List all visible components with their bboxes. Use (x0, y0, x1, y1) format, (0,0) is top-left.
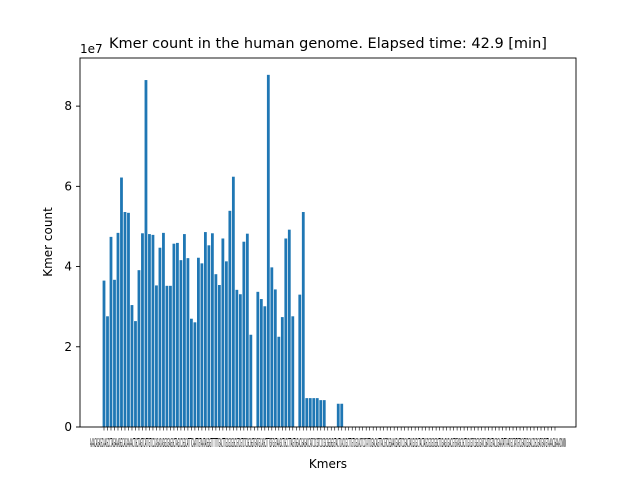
bar (259, 299, 263, 427)
bar (291, 316, 295, 427)
bar (169, 285, 172, 427)
bar (280, 317, 284, 427)
bar (249, 334, 253, 427)
bar (141, 233, 144, 427)
y-tick-label: 8 (64, 99, 72, 113)
bar (158, 247, 162, 427)
bar (127, 212, 130, 427)
bar (224, 261, 228, 427)
bar (228, 210, 232, 427)
bar (193, 322, 197, 427)
bar (179, 260, 183, 427)
bar (263, 306, 267, 427)
y-tick-label: 2 (64, 340, 72, 354)
bar (270, 267, 274, 427)
bar (190, 318, 193, 427)
bar (102, 280, 106, 427)
bar (235, 289, 239, 427)
bar (162, 232, 165, 427)
bar (308, 398, 312, 427)
bar (221, 238, 225, 427)
bar (197, 257, 200, 427)
y-tick-label: 4 (64, 260, 72, 274)
y-axis-label: Kmer count (41, 207, 55, 277)
bar (155, 285, 158, 427)
x-axis-label: Kmers (309, 457, 347, 471)
bar (277, 336, 281, 427)
bar (266, 74, 270, 427)
bar (134, 321, 137, 427)
bar (148, 234, 151, 427)
bar (238, 294, 242, 427)
bar (315, 398, 319, 427)
bar (256, 291, 260, 427)
bar (113, 279, 116, 427)
bar (137, 270, 141, 427)
y-axis: 0 2 4 6 8 (64, 99, 80, 434)
bar (130, 305, 134, 427)
x-axis: AAACAGAGCAAGCCTAGAAAGGCACAAAACTGCTAGTCAT… (90, 427, 566, 450)
bar (340, 403, 344, 427)
bar (116, 232, 120, 427)
bar (172, 243, 176, 427)
chart-title: Kmer count in the human genome. Elapsed … (109, 36, 547, 52)
bar (336, 403, 340, 427)
x-tick-labels: AAACAGAGCAAGCCTAGAAAGGCACAAAACTGCTAGTCAT… (90, 436, 566, 450)
bar (214, 274, 218, 427)
bar (183, 234, 186, 427)
bar (200, 263, 204, 427)
bar (151, 234, 155, 427)
bar (210, 233, 214, 427)
bar (242, 241, 246, 427)
bar (176, 242, 179, 427)
bar (203, 232, 207, 427)
bar (245, 233, 249, 427)
bar (312, 398, 316, 427)
bar (120, 177, 123, 427)
bar (273, 289, 277, 427)
bars-group (102, 74, 344, 427)
bar (319, 400, 323, 427)
bar (298, 294, 302, 427)
bar (109, 236, 113, 427)
bar (144, 80, 148, 427)
bar (165, 285, 169, 427)
bar (217, 285, 221, 427)
bar (186, 258, 190, 427)
bar (301, 212, 305, 427)
bar (322, 400, 326, 427)
bar (207, 245, 211, 427)
y-tick-label: 0 (64, 420, 72, 434)
bar (284, 238, 288, 427)
y-offset-text: 1e7 (80, 42, 103, 56)
bar (287, 229, 291, 427)
bar (231, 176, 235, 427)
bar (106, 316, 109, 427)
plot-frame (79, 57, 577, 428)
bar (305, 398, 309, 427)
y-tick-label: 6 (64, 179, 72, 193)
bar (123, 212, 127, 427)
